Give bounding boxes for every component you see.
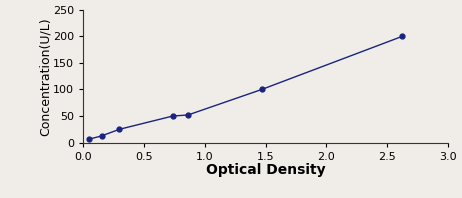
X-axis label: Optical Density: Optical Density — [206, 163, 325, 177]
Y-axis label: Concentration(U/L): Concentration(U/L) — [39, 17, 52, 136]
